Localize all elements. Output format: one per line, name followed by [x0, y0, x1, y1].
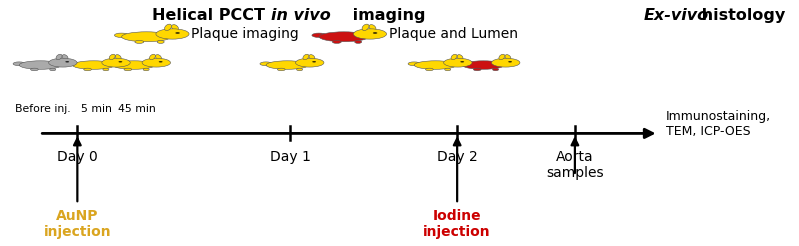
Circle shape [106, 62, 118, 66]
Text: Iodine
injection: Iodine injection [423, 209, 491, 239]
Ellipse shape [135, 40, 144, 43]
Ellipse shape [124, 68, 132, 71]
Ellipse shape [121, 32, 171, 42]
Ellipse shape [109, 54, 115, 60]
Ellipse shape [266, 61, 308, 69]
Text: in vivo: in vivo [271, 8, 331, 23]
Circle shape [373, 32, 377, 34]
Circle shape [13, 62, 25, 66]
Ellipse shape [462, 61, 504, 69]
Ellipse shape [492, 68, 499, 71]
Ellipse shape [19, 61, 62, 69]
Ellipse shape [457, 55, 463, 60]
Circle shape [312, 33, 326, 37]
Ellipse shape [474, 68, 481, 71]
Ellipse shape [362, 24, 369, 31]
Text: Aorta
samples: Aorta samples [546, 150, 604, 180]
Ellipse shape [426, 68, 433, 71]
Ellipse shape [505, 55, 511, 60]
Text: Day 1: Day 1 [269, 150, 311, 164]
Circle shape [175, 32, 180, 34]
Text: Helical PCCT: Helical PCCT [153, 8, 271, 23]
Circle shape [101, 58, 130, 67]
Ellipse shape [30, 68, 38, 71]
Ellipse shape [165, 24, 172, 31]
Ellipse shape [73, 61, 115, 69]
Text: 5 min: 5 min [81, 104, 112, 114]
Circle shape [508, 61, 512, 62]
Ellipse shape [451, 54, 457, 60]
Text: Plaque imaging: Plaque imaging [191, 27, 299, 41]
Ellipse shape [50, 68, 56, 71]
Ellipse shape [499, 54, 505, 60]
Ellipse shape [157, 40, 164, 43]
Text: imaging: imaging [347, 8, 426, 23]
Ellipse shape [303, 54, 309, 60]
Circle shape [260, 62, 272, 66]
Ellipse shape [319, 32, 368, 42]
Text: Day 0: Day 0 [57, 150, 97, 164]
Circle shape [114, 33, 129, 37]
Circle shape [408, 62, 420, 66]
Text: Ex-vivo: Ex-vivo [643, 8, 709, 23]
Circle shape [312, 61, 316, 62]
Ellipse shape [149, 54, 156, 60]
Ellipse shape [445, 68, 451, 71]
Circle shape [49, 58, 77, 67]
Circle shape [296, 58, 324, 67]
Circle shape [460, 61, 464, 62]
Ellipse shape [309, 55, 315, 60]
Circle shape [353, 29, 387, 39]
Circle shape [66, 61, 70, 62]
Ellipse shape [369, 25, 376, 31]
Ellipse shape [143, 68, 149, 71]
Circle shape [156, 29, 189, 39]
Text: histology: histology [697, 8, 785, 23]
Text: AuNP
injection: AuNP injection [43, 209, 111, 239]
Circle shape [118, 61, 122, 62]
Ellipse shape [296, 68, 303, 71]
Ellipse shape [56, 54, 62, 60]
Ellipse shape [84, 68, 91, 71]
Circle shape [142, 58, 170, 67]
Circle shape [456, 62, 468, 66]
Ellipse shape [62, 55, 68, 60]
Ellipse shape [113, 61, 155, 69]
Ellipse shape [332, 40, 341, 43]
Circle shape [491, 58, 520, 67]
Text: Plaque and Lumen: Plaque and Lumen [389, 27, 518, 41]
Text: 45 min: 45 min [117, 104, 156, 114]
Circle shape [66, 62, 78, 66]
Ellipse shape [103, 68, 109, 71]
Circle shape [159, 61, 162, 62]
Text: Day 2: Day 2 [437, 150, 478, 164]
Circle shape [443, 58, 472, 67]
Text: Before inj.: Before inj. [15, 104, 71, 114]
Ellipse shape [172, 25, 178, 31]
Ellipse shape [414, 61, 456, 69]
Ellipse shape [115, 55, 121, 60]
Ellipse shape [156, 55, 161, 60]
Text: Immunostaining,
TEM, ICP-OES: Immunostaining, TEM, ICP-OES [666, 110, 771, 138]
Ellipse shape [355, 40, 362, 43]
Ellipse shape [277, 68, 285, 71]
